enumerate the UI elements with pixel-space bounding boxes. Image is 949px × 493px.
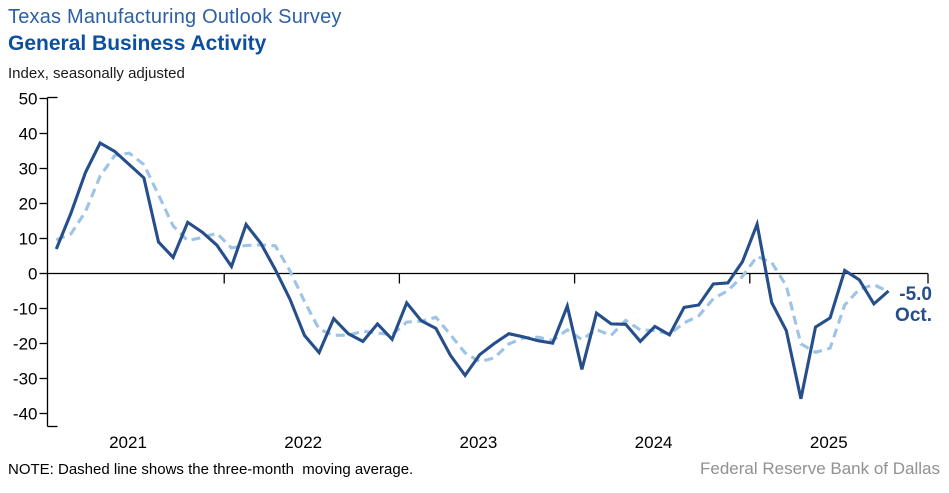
latest-month-label: Oct. [895, 305, 932, 326]
chart-title: Texas Manufacturing Outlook Survey [8, 6, 342, 28]
x-axis-year-label: 2023 [459, 433, 497, 452]
y-axis-unit-label: Index, seasonally adjusted [8, 65, 185, 82]
source-attribution: Federal Reserve Bank of Dallas [699, 459, 940, 478]
latest-value-annotation: -5.0 Oct. [884, 284, 932, 326]
y-axis-tick-label: 30 [19, 160, 38, 179]
x-axis-year-label: 2025 [810, 433, 848, 452]
footnote: NOTE: Dashed line shows the three-month … [8, 461, 414, 478]
y-axis-tick-label: 40 [19, 125, 38, 144]
y-axis-tick-label: 20 [19, 195, 38, 214]
y-axis-tick-label: -30 [13, 370, 38, 389]
x-axis-year-label: 2021 [109, 433, 147, 452]
chart-subtitle: General Business Activity [8, 32, 267, 55]
latest-value-label: -5.0 [899, 284, 932, 305]
business-activity-line [54, 140, 890, 400]
y-axis-tick-label: -20 [13, 335, 38, 354]
y-axis-tick-label: -10 [13, 300, 38, 319]
y-axis-tick-label: 10 [19, 230, 38, 249]
moving-average-line [55, 151, 890, 364]
y-axis-tick-label: -40 [13, 405, 38, 424]
y-axis-tick-label: 0 [28, 265, 37, 284]
y-axis-tick-label: 50 [19, 90, 38, 109]
chart-header: Texas Manufacturing Outlook Survey Gener… [8, 4, 342, 84]
x-axis-year-label: 2024 [635, 433, 673, 452]
x-axis-year-label: 2022 [284, 433, 322, 452]
line-chart-canvas: 50 40 30 20 10 0 -10 -20 -30 -40 2021 2022 2023 2024 2… [13, 90, 929, 452]
